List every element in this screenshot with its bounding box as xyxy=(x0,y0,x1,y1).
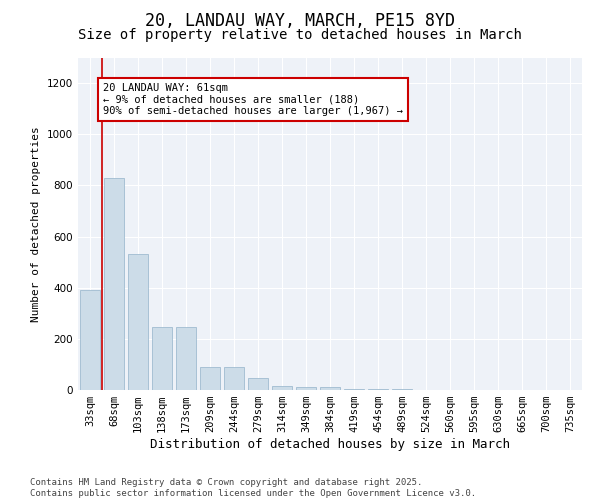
Bar xyxy=(128,254,148,390)
Bar xyxy=(104,178,124,390)
Bar xyxy=(200,367,220,390)
Bar xyxy=(368,388,388,390)
Bar xyxy=(272,386,292,390)
Text: Contains HM Land Registry data © Crown copyright and database right 2025.
Contai: Contains HM Land Registry data © Crown c… xyxy=(30,478,476,498)
Text: 20, LANDAU WAY, MARCH, PE15 8YD: 20, LANDAU WAY, MARCH, PE15 8YD xyxy=(145,12,455,30)
Bar xyxy=(224,367,244,390)
Bar xyxy=(152,328,172,390)
Bar xyxy=(392,389,412,390)
Bar xyxy=(296,387,316,390)
Text: 20 LANDAU WAY: 61sqm
← 9% of detached houses are smaller (188)
90% of semi-detac: 20 LANDAU WAY: 61sqm ← 9% of detached ho… xyxy=(103,83,403,116)
Y-axis label: Number of detached properties: Number of detached properties xyxy=(31,126,41,322)
Bar xyxy=(344,388,364,390)
Bar xyxy=(320,388,340,390)
Bar xyxy=(176,328,196,390)
Bar xyxy=(80,290,100,390)
Bar xyxy=(248,378,268,390)
X-axis label: Distribution of detached houses by size in March: Distribution of detached houses by size … xyxy=(150,438,510,451)
Text: Size of property relative to detached houses in March: Size of property relative to detached ho… xyxy=(78,28,522,42)
